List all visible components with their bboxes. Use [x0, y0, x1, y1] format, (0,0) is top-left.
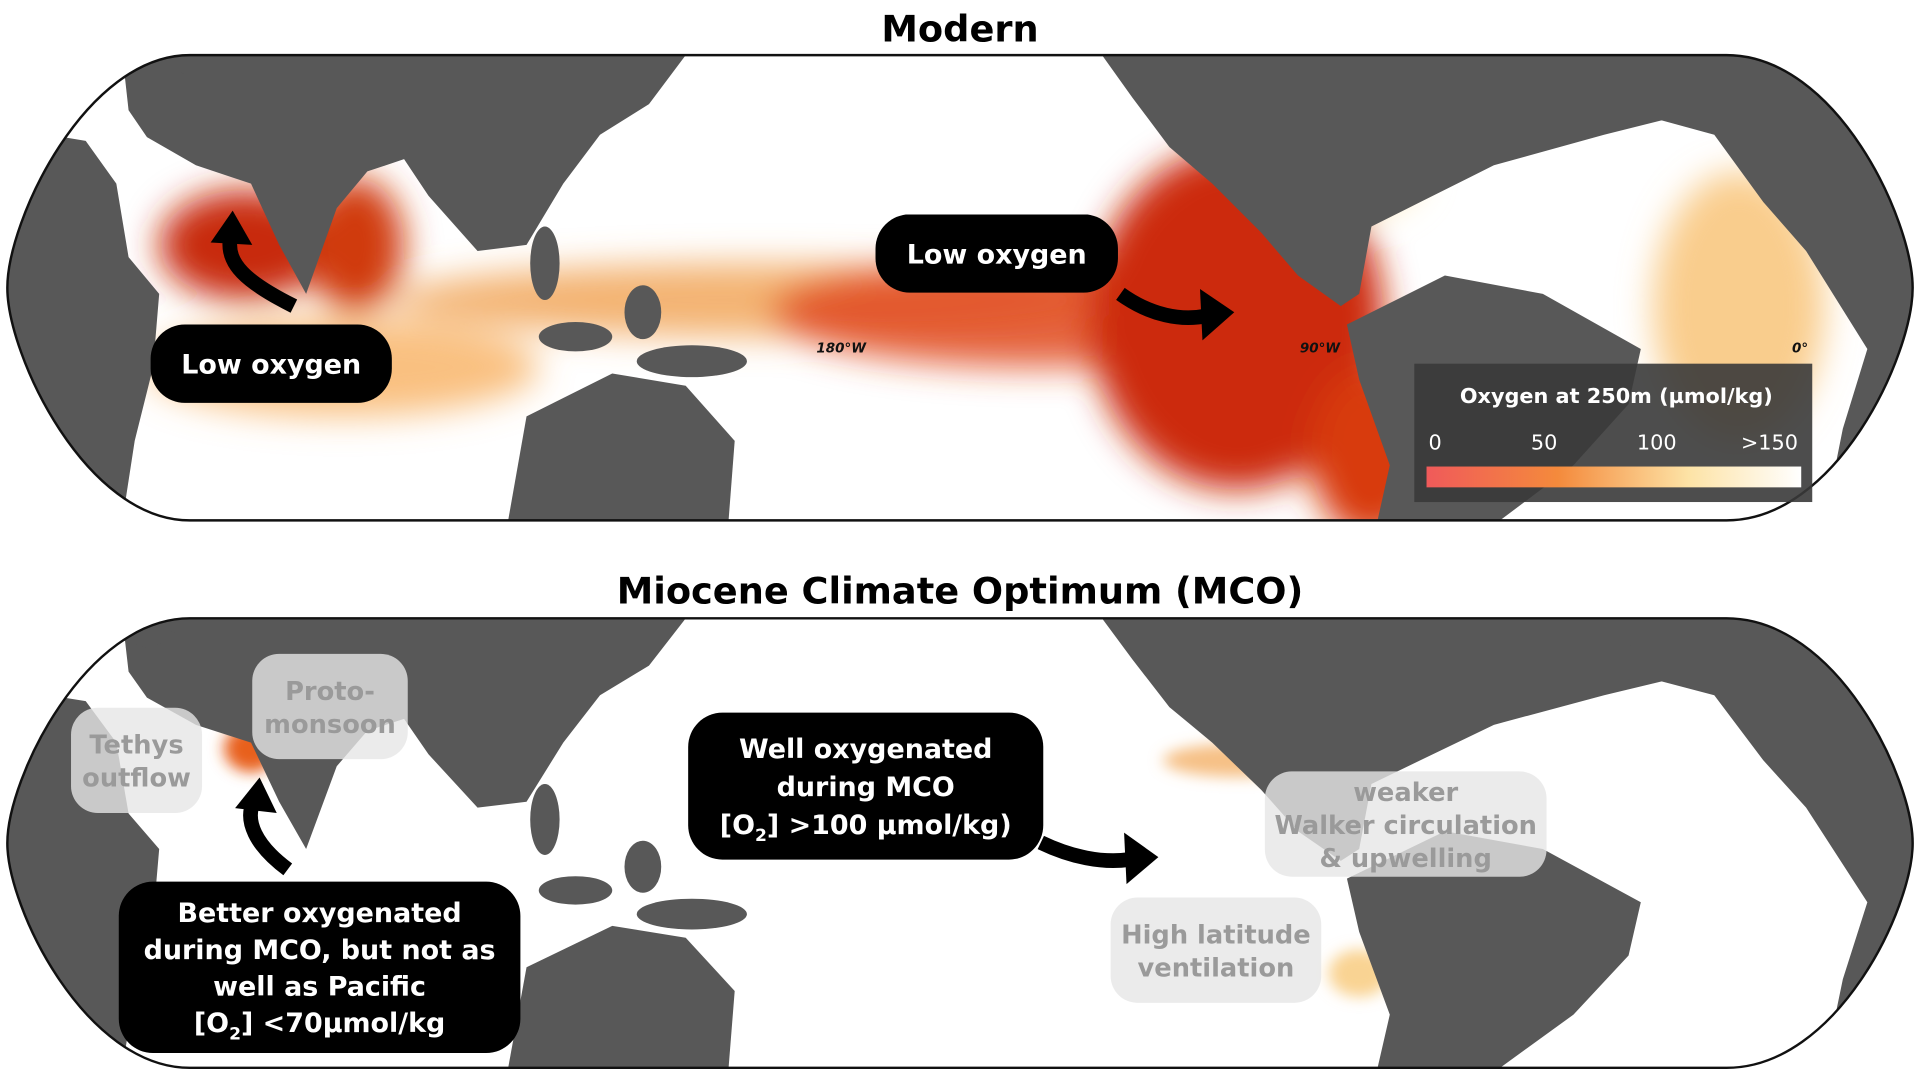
legend: Oxygen at 250m (µmol/kg) 0 50 100 >150 [1414, 363, 1813, 503]
callout: Low oxygen [150, 324, 392, 403]
callout-box [71, 707, 203, 814]
subscript: 2 [229, 1025, 241, 1045]
callout: Better oxygenated during MCO, but not as w… [118, 881, 521, 1054]
longitude-label: 180°W [816, 342, 867, 357]
callout-text: [O2] <70µmol/kg [194, 1008, 445, 1044]
callout-box [1110, 897, 1322, 1003]
note: High latitude ventilation [1110, 897, 1322, 1003]
arrow-head [235, 777, 277, 814]
subscript: 2 [755, 826, 767, 846]
annotations: Low oxygen Low oxygen Well oxygenated durin… [71, 214, 1547, 1054]
callout: Low oxygen [875, 214, 1118, 293]
callout-text: Walker circulation [1274, 811, 1537, 841]
callout-text: Proto- [285, 677, 375, 707]
callout-text: High latitude [1121, 920, 1311, 950]
arrow [222, 237, 298, 313]
callout-box [688, 712, 1044, 860]
arrow-head [210, 210, 253, 245]
callout-text: during MCO, but not as [144, 935, 496, 966]
callout-text: ventilation [1138, 954, 1295, 984]
callout-text: [O2] >100 µmol/kg) [720, 810, 1012, 846]
panel-title: Modern [881, 8, 1038, 51]
colorbar [1426, 466, 1802, 488]
callout-text: Low oxygen [907, 239, 1087, 270]
callout-text: during MCO [777, 772, 955, 803]
legend-tick: >150 [1741, 430, 1798, 454]
longitude-label: 90°W [1300, 342, 1341, 357]
legend-tick: 100 [1637, 430, 1677, 454]
text-part: [O [194, 1008, 229, 1039]
callout: Well oxygenated during MCO [O2] >100 µmol/… [688, 712, 1044, 860]
arrow [1116, 287, 1208, 325]
legend-tick: 0 [1428, 430, 1441, 454]
note: Proto-monsoon [252, 653, 408, 760]
text-part: ] <70µmol/kg [241, 1008, 445, 1039]
callout-box [1264, 771, 1547, 877]
callout-text: weaker [1353, 778, 1458, 808]
callout-text: well as Pacific [213, 972, 426, 1003]
text-part: [O [720, 810, 755, 841]
callout-text: Low oxygen [181, 349, 361, 380]
callout-text: Better oxygenated [178, 898, 462, 929]
longitude-label: 0° [1792, 342, 1808, 357]
legend-tick: 50 [1531, 430, 1557, 454]
callout-text: outflow [82, 764, 191, 794]
arrow-head [1124, 832, 1159, 885]
callout-text: Well oxygenated [739, 734, 993, 765]
callout-box [118, 881, 521, 1054]
callout-box [150, 324, 392, 403]
map-mco: Miocene Climate Optimum (MCO) [6, 570, 1914, 1070]
callout-text: monsoon [264, 710, 396, 740]
arrow [1037, 835, 1130, 868]
callout-text: Tethys [89, 731, 183, 761]
callout-text: & upwelling [1320, 844, 1492, 874]
text-part: ] >100 µmol/kg) [767, 810, 1012, 841]
arrow-head [1200, 288, 1235, 341]
panel-title: Miocene Climate Optimum (MCO) [617, 570, 1304, 613]
callout-box [252, 653, 408, 760]
legend-title: Oxygen at 250m (µmol/kg) [1460, 384, 1773, 408]
callout-box [875, 214, 1118, 293]
